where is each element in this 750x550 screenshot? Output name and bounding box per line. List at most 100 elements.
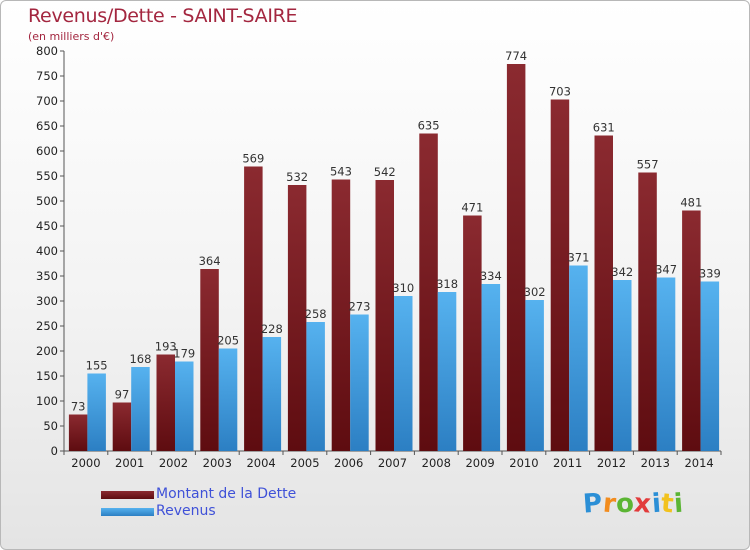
y-tick-label: 500 (36, 194, 58, 208)
y-tick-label: 250 (36, 319, 58, 333)
data-label-dette: 774 (505, 49, 527, 63)
x-tick-label: 2006 (334, 456, 363, 470)
y-tick-label: 700 (36, 94, 58, 108)
data-label-dette: 471 (461, 201, 483, 215)
data-label-dette: 557 (637, 158, 659, 172)
data-labels: 73 97 193 364 569 532 543 542 635 471 774 703 631 557… (71, 49, 721, 414)
bar-dette (112, 402, 132, 451)
y-tick-label: 750 (36, 69, 58, 83)
bar-revenus (700, 281, 720, 451)
x-tick-label: 2004 (246, 456, 275, 470)
bar-dette (287, 185, 307, 451)
bar-revenus (437, 292, 457, 451)
data-label-revenus: 205 (217, 334, 239, 348)
y-tick-label: 800 (36, 44, 58, 58)
data-label-dette: 569 (242, 152, 264, 166)
y-tick-label: 300 (36, 294, 58, 308)
legend-swatch-debt (101, 491, 154, 499)
proxiti-logo: Proxiti (581, 488, 685, 520)
y-tick-label: 100 (36, 394, 58, 408)
data-label-revenus: 342 (611, 265, 633, 279)
logo-letter: x (632, 488, 653, 520)
data-label-revenus: 371 (567, 251, 589, 265)
bar-dette (68, 414, 88, 451)
x-tick-label: 2007 (378, 456, 407, 470)
y-tick-label: 600 (36, 144, 58, 158)
y-tick-label: 650 (36, 119, 58, 133)
data-label-dette: 97 (115, 388, 130, 402)
logo-letter: i (672, 488, 685, 520)
bar-dette (594, 135, 613, 451)
data-label-dette: 364 (199, 254, 221, 268)
data-label-revenus: 228 (261, 322, 283, 336)
bar-dette (682, 210, 701, 451)
y-tick-label: 0 (51, 444, 58, 458)
data-label-dette: 73 (71, 400, 86, 414)
bar-revenus (656, 277, 676, 451)
x-tick-label: 2013 (641, 456, 670, 470)
legend-label-debt: Montant de la Dette (156, 486, 297, 502)
bar-dette (506, 64, 526, 451)
x-tick-label: 2012 (597, 456, 626, 470)
y-tick-label: 550 (36, 169, 58, 183)
data-label-dette: 532 (286, 170, 308, 184)
y-tick-label: 450 (36, 219, 58, 233)
data-label-dette: 542 (374, 165, 396, 179)
data-label-revenus: 168 (129, 352, 151, 366)
bar-dette (244, 166, 263, 451)
bar-revenus (87, 373, 106, 451)
bar-revenus (613, 280, 632, 451)
data-label-revenus: 318 (436, 277, 458, 291)
data-label-dette: 631 (593, 121, 615, 135)
y-tick-label: 200 (36, 344, 58, 358)
x-tick-label: 2005 (290, 456, 319, 470)
bar-revenus (175, 361, 194, 451)
y-tick-label: 50 (43, 419, 58, 433)
data-label-revenus: 339 (699, 267, 721, 281)
x-tick-label: 2001 (115, 456, 144, 470)
bar-revenus (262, 337, 282, 451)
x-tick-label: 2002 (159, 456, 188, 470)
bar-revenus (131, 367, 150, 451)
data-label-dette: 703 (549, 85, 571, 99)
bar-revenus (569, 265, 588, 451)
data-label-revenus: 258 (305, 307, 327, 321)
bar-dette (156, 354, 175, 451)
data-label-dette: 543 (330, 165, 352, 179)
bar-dette (550, 99, 570, 451)
x-tick-label: 2011 (553, 456, 582, 470)
x-tick-label: 2003 (203, 456, 232, 470)
x-tick-label: 2014 (684, 456, 713, 470)
y-tick-label: 150 (36, 369, 58, 383)
data-label-dette: 193 (155, 340, 177, 354)
bar-revenus (481, 284, 501, 451)
bar-dette (638, 172, 657, 451)
data-label-revenus: 155 (86, 359, 108, 373)
logo-letter: P (581, 488, 604, 520)
bar-dette (200, 269, 219, 451)
bar-revenus (306, 322, 325, 451)
data-label-revenus: 179 (173, 347, 195, 361)
bar-revenus (394, 296, 413, 451)
bar-dette (419, 133, 438, 451)
legend-label-revenus: Revenus (156, 503, 216, 519)
data-label-revenus: 302 (524, 285, 546, 299)
bar-revenus (525, 300, 544, 451)
y-tick-label: 350 (36, 269, 58, 283)
chart-subtitle: (en milliers d'€) (28, 30, 115, 43)
bar-revenus (350, 314, 369, 451)
y-tick-label: 400 (36, 244, 58, 258)
bar-dette (375, 180, 394, 451)
data-label-dette: 635 (418, 119, 440, 133)
data-label-revenus: 310 (392, 281, 414, 295)
chart-title: Revenus/Dette - SAINT-SAIRE (28, 5, 298, 27)
bar-dette (463, 215, 482, 451)
x-tick-label: 2010 (509, 456, 538, 470)
bar-revenus (218, 348, 238, 451)
data-label-revenus: 273 (348, 300, 370, 314)
data-label-revenus: 334 (480, 269, 502, 283)
data-label-revenus: 347 (655, 263, 677, 277)
x-tick-label: 2009 (465, 456, 494, 470)
